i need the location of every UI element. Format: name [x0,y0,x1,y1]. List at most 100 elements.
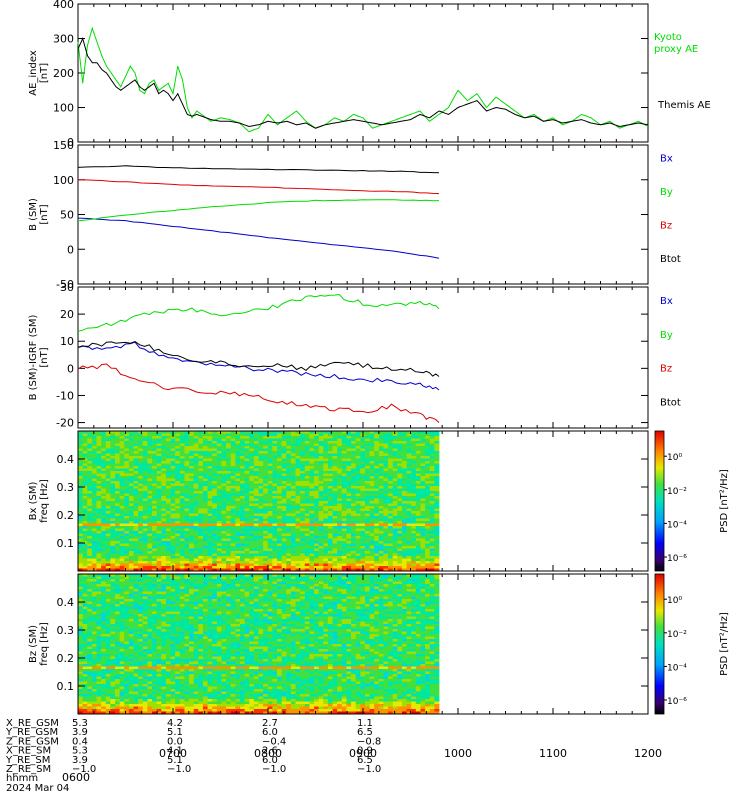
spectrogram-cell [346,483,352,487]
spectrogram-cell [360,558,366,562]
spectrogram-cell [175,471,181,474]
spectrogram-cell [142,456,148,459]
spectrogram-cell [411,463,417,467]
spectrogram-cell [323,496,329,499]
spectrogram-cell [179,561,185,564]
spectrogram-cell [96,513,102,517]
spectrogram-cell [295,456,301,459]
spectrogram-cell [110,528,116,532]
spectrogram-cell [295,536,301,539]
spectrogram-cell [207,516,213,519]
spectrogram-cell [230,538,236,542]
spectrogram-cell [341,483,347,487]
spectrogram-cell [406,451,412,454]
spectrogram-cell [369,513,375,517]
spectrogram-cell [272,558,278,562]
spectrogram-cell [133,456,139,459]
spectrogram-cell [263,501,269,504]
spectrogram-cell [277,458,283,462]
spectrogram-cell [216,456,222,459]
spectrogram-cell [96,456,102,459]
spectrogram-cell [281,518,287,522]
spectrogram-cell [78,523,84,527]
spectrogram-cell [364,468,370,472]
spectrogram-cell [165,491,171,494]
spectrogram-cell [272,568,278,572]
spectrogram-cell [115,433,121,437]
spectrogram-cell [244,496,250,499]
spectrogram-cell [383,471,389,474]
spectrogram-cell [258,503,264,507]
spectrogram-cell [78,553,84,557]
spectrogram-cell [142,481,148,484]
spectrogram-cell [156,516,162,519]
spectrogram-cell [221,531,227,534]
spectrogram-cell [110,436,116,439]
spectrogram-cell [170,463,176,467]
spectrogram-cell [119,531,125,534]
spectrogram-cell [323,483,329,487]
spectrogram-cell [429,431,435,434]
spectrogram-cell [105,506,111,509]
spectrogram-cell [258,528,264,532]
spectrogram-cell [314,541,320,544]
spectrogram-cell [337,456,343,459]
spectrogram-cell [226,476,232,479]
spectrogram-cell [101,556,107,559]
spectrogram-cell [406,508,412,512]
spectrogram-cell [314,496,320,499]
spectrogram-cell [82,624,88,627]
spectrogram-cell [142,483,148,487]
spectrogram-cell [138,553,144,557]
spectrogram-cell [272,501,278,504]
spectrogram-cell [406,526,412,529]
spectrogram-cell [406,516,412,519]
spectrogram-cell [360,513,366,517]
spectrogram-cell [392,543,398,547]
spectrogram-cell [221,566,227,569]
spectrogram-cell [87,568,93,572]
spectrogram-cell [429,498,435,502]
spectrogram-cell [314,491,320,494]
spectrogram-cell [152,556,158,559]
spectrogram-cell [295,568,301,572]
spectrogram-cell [314,456,320,459]
spectrogram-cell [258,538,264,542]
spectrogram-cell [411,476,417,479]
spectrogram-cell [119,541,125,544]
spectrogram-cell [138,563,144,567]
spectrogram-cell [133,461,139,464]
spectrogram-cell [226,536,232,539]
spectrogram-cell [216,491,222,494]
spectrogram-cell [309,451,315,454]
spectrogram-cell [179,556,185,559]
spectrogram-cell [369,478,375,482]
spectrogram-cell [364,518,370,522]
spectrogram-cell [165,453,171,457]
spectrogram-cell [429,533,435,537]
spectrogram-cell [360,498,366,502]
spectrogram-cell [295,433,301,437]
spectrogram-cell [277,553,283,557]
spectrogram-cell [327,528,333,532]
spectrogram-cell [235,558,241,562]
spectrogram-cell [420,491,426,494]
spectrogram-cell [244,483,250,487]
spectrogram-cell [304,533,310,537]
spectrogram-cell [138,533,144,537]
spectrogram-cell [281,513,287,517]
spectrogram-cell [91,606,97,610]
spectrogram-cell [82,561,88,564]
spectrogram-cell [300,486,306,489]
spectrogram-cell [235,533,241,537]
spectrogram-cell [290,551,296,554]
spectrogram-cell [249,506,255,509]
spectrogram-cell [101,508,107,512]
spectrogram-cell [193,463,199,467]
spectrogram-cell [378,493,384,497]
spectrogram-cell [388,476,394,479]
spectrogram-cell [87,473,93,477]
spectrogram-cell [290,501,296,504]
spectrogram-cell [101,528,107,532]
spectrogram-cell [360,471,366,474]
